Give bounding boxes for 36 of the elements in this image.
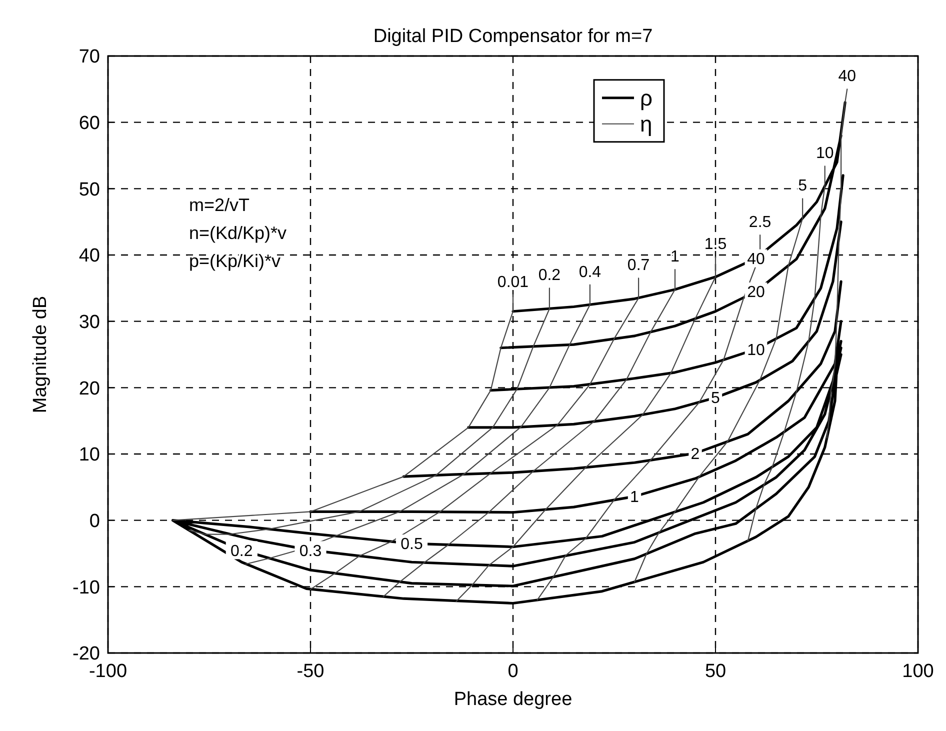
x-tick-label: 50 [704,661,726,682]
legend-label: η [640,112,652,137]
annotation: 10 [747,342,765,359]
annotation: 1 [670,248,680,266]
x-tick-label: 100 [902,661,934,682]
y-tick-label: 50 [78,179,100,200]
annotation: 2 [690,446,700,463]
annotation: 40 [838,68,856,86]
annotation: 40 [747,250,765,268]
annotation: 0.2 [538,267,561,284]
annotation: n=(Kd/Kp)*v [189,223,287,244]
y-tick-label: 0 [89,510,100,532]
x-tick-label: 0 [508,661,518,682]
y-tick-label: 20 [78,378,100,400]
annotation: 1 [630,489,640,506]
y-tick-label: -10 [72,577,100,598]
legend-label: ρ [640,86,653,111]
y-tick-label: 30 [78,312,100,333]
annotation: m=2/vT [189,195,250,216]
annotation: 0.01 [497,274,529,291]
y-tick-label: 70 [78,46,100,68]
annotation: 2.5 [748,214,772,232]
y-tick-label: 40 [78,246,100,267]
chart-title: Digital PID Compensator for m=7 [373,26,653,47]
annotation: 0.4 [578,264,602,281]
x-tick-label: -50 [296,661,324,682]
x-axis-title: Phase degree [454,689,572,710]
annotation: 10 [816,145,834,162]
annotation: p=(Kp/Ki)*v [189,251,281,272]
y-tick-label: 10 [78,444,100,466]
annotation: 0.7 [627,257,650,274]
y-axis-title: Magnitude dB [30,296,51,414]
y-tick-label: 60 [78,112,100,134]
annotation: 5 [711,390,720,408]
annotation: 20 [747,284,765,302]
annotation: 1.5 [704,236,727,253]
